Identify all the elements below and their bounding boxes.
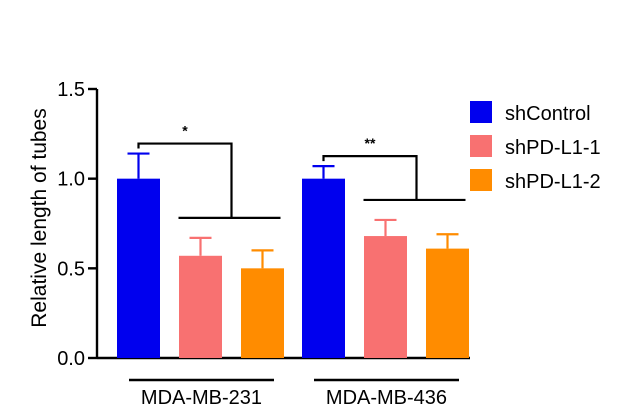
legend-swatch bbox=[470, 135, 492, 157]
legend-label: shControl bbox=[505, 103, 591, 125]
y-tick-label: 0.0 bbox=[57, 348, 85, 370]
error-bars bbox=[127, 152, 459, 269]
legend-swatch bbox=[470, 101, 492, 123]
significance-brackets: *** bbox=[137, 123, 466, 219]
legend-swatch bbox=[470, 169, 492, 191]
y-tick-label: 1.5 bbox=[57, 79, 85, 101]
group-label: MDA-MB-231 bbox=[141, 387, 262, 408]
bar-shcontrol-1 bbox=[302, 178, 345, 358]
bars bbox=[117, 178, 469, 358]
bar-shpd-l1-2-1 bbox=[426, 248, 469, 358]
significance-bracket bbox=[137, 142, 233, 218]
y-axis-title: Relative length of tubes bbox=[28, 108, 51, 327]
bar-shpd-l1-1-0 bbox=[179, 255, 222, 358]
legend-label: shPD-L1-2 bbox=[505, 171, 601, 193]
group-axis: MDA-MB-231 MDA-MB-436 bbox=[129, 378, 459, 408]
legend-label: shPD-L1-1 bbox=[505, 137, 601, 159]
bar-shpd-l1-2-0 bbox=[241, 268, 284, 358]
significance-label: * bbox=[182, 123, 188, 139]
y-tick-label: 1.0 bbox=[57, 169, 85, 191]
bar-shpd-l1-1-1 bbox=[364, 236, 407, 358]
group-label: MDA-MB-436 bbox=[326, 387, 447, 408]
significance-bracket bbox=[322, 155, 418, 200]
y-tick-label: 0.5 bbox=[57, 258, 85, 280]
significance-label: ** bbox=[365, 135, 376, 151]
legend: shControl shPD-L1-1 shPD-L1-2 bbox=[470, 101, 601, 193]
bar-shcontrol-0 bbox=[117, 178, 160, 358]
